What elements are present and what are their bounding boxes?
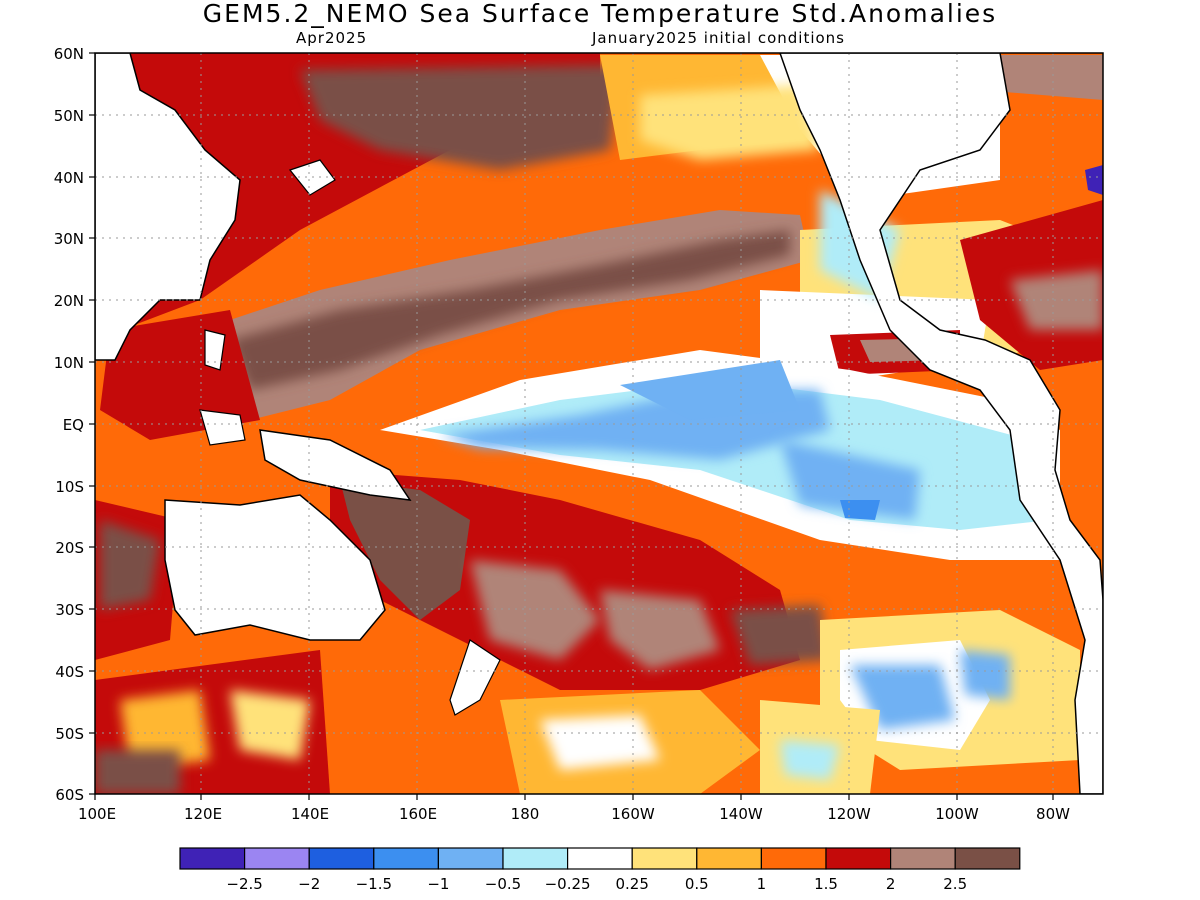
lat-label: 50N — [54, 107, 84, 125]
lon-label: 140E — [291, 805, 329, 823]
lat-label: 30N — [54, 230, 84, 248]
latitude-labels: 60N 50N 40N 30N 20N 10N EQ 10S 20S 30S 4… — [54, 45, 84, 804]
lat-label: EQ — [63, 416, 84, 434]
lat-label: 40S — [55, 663, 84, 681]
graticule — [95, 53, 1103, 794]
legend-label: −2.5 — [226, 875, 262, 893]
legend-label: 1 — [757, 875, 767, 893]
lon-label: 100W — [935, 805, 979, 823]
legend-swatch — [566, 847, 633, 870]
legend-label: 2.5 — [943, 875, 967, 893]
legend-swatch — [308, 847, 375, 870]
legend-label: 0.5 — [685, 875, 709, 893]
lat-label: 40N — [54, 169, 84, 187]
lon-label: 180 — [511, 805, 540, 823]
lat-label: 60S — [55, 786, 84, 804]
lon-label: 160E — [399, 805, 437, 823]
lon-label: 120W — [827, 805, 871, 823]
lat-label: 20S — [55, 539, 84, 557]
longitude-labels: 100E 120E 140E 160E 180 160W 140W 120W 1… — [78, 805, 1070, 823]
legend-swatch — [760, 847, 827, 870]
legend-swatch — [502, 847, 569, 870]
legend-label: −1 — [427, 875, 449, 893]
legend-label: −1.5 — [356, 875, 392, 893]
lat-label: 20N — [54, 292, 84, 310]
legend-label: 0.25 — [615, 875, 648, 893]
legend-label: −0.25 — [545, 875, 591, 893]
lon-label: 120E — [184, 805, 222, 823]
anomaly-field — [95, 53, 1103, 794]
axis-ticks — [89, 52, 1054, 800]
lat-label: 30S — [55, 601, 84, 619]
legend-label: −0.5 — [485, 875, 521, 893]
legend-swatch — [373, 847, 439, 870]
legend-swatch — [244, 847, 310, 870]
lat-label: 10N — [54, 354, 84, 372]
lat-label: 10S — [55, 478, 84, 496]
legend-swatch — [696, 847, 762, 870]
legend-swatch — [631, 847, 698, 870]
legend-label: 1.5 — [814, 875, 838, 893]
legend-label: 2 — [886, 875, 896, 893]
legend-swatch — [179, 847, 246, 870]
lon-label: 100E — [78, 805, 116, 823]
forecast-month: Apr2025 — [296, 29, 368, 47]
lat-label: 50S — [55, 725, 84, 743]
initial-conditions: January2025 initial conditions — [592, 29, 845, 47]
legend-swatch — [825, 847, 892, 870]
legend-swatch — [889, 847, 956, 870]
lon-label: 140W — [719, 805, 763, 823]
legend-swatch — [954, 847, 1021, 870]
map-title: GEM5.2_NEMO Sea Surface Temperature Std.… — [202, 0, 998, 28]
lat-label: 60N — [54, 45, 84, 63]
legend-label: −2 — [298, 875, 320, 893]
legend-labels: −2.5 −2 −1.5 −1 −0.5 −0.25 0.25 0.5 1 1.5 2 2.5 — [226, 875, 967, 893]
legend-swatch — [437, 847, 504, 870]
lon-label: 160W — [611, 805, 655, 823]
lon-label: 80W — [1036, 805, 1070, 823]
legend-swatches — [179, 847, 1021, 870]
